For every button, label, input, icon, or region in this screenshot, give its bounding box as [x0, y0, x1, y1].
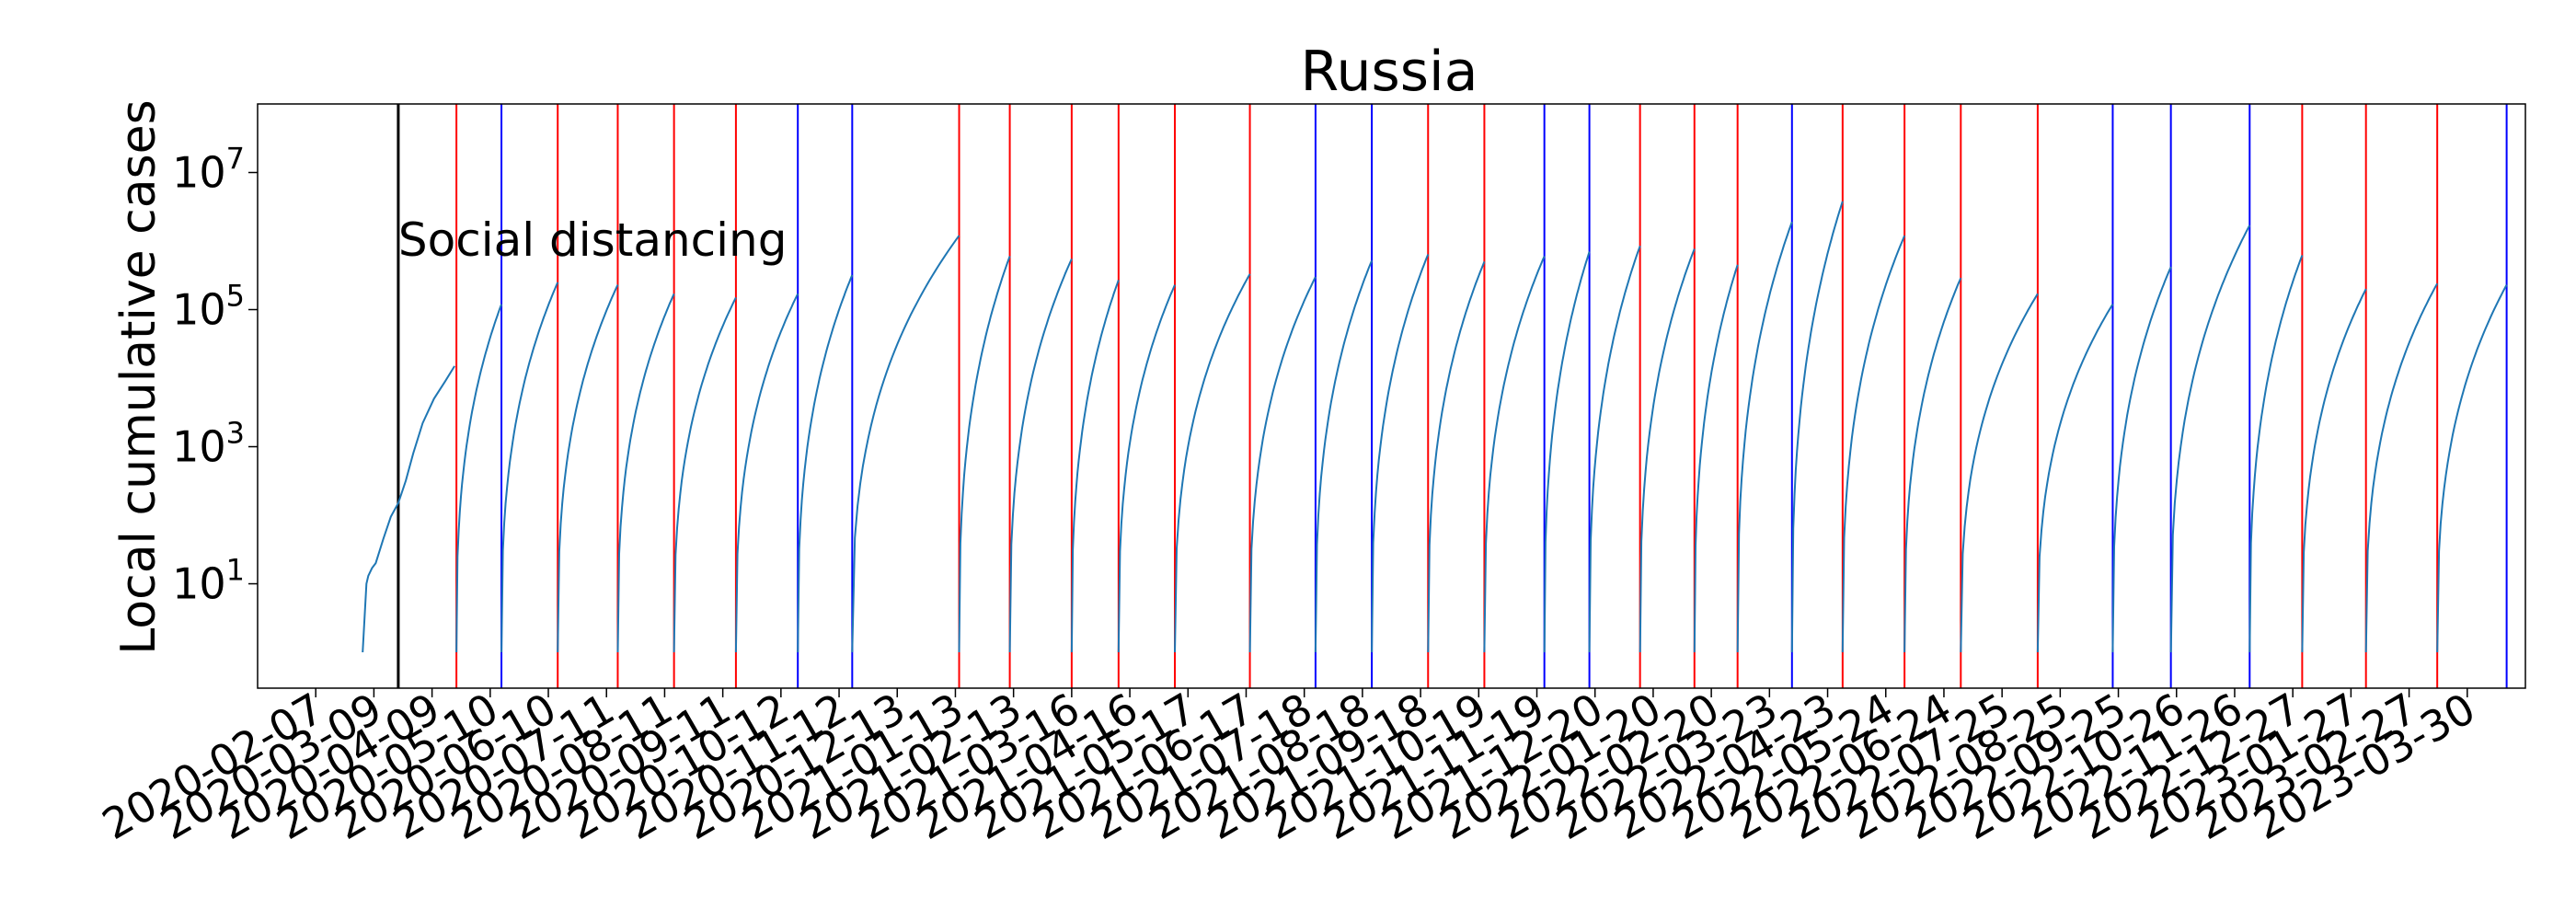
y-tick-label-1: 101 [172, 553, 245, 609]
y-tick-label-2: 103 [172, 416, 245, 472]
plot-area: Social distancing1011031051072020-02-072… [94, 103, 2526, 849]
y-tick-label-3: 105 [172, 279, 245, 335]
chart-title: Russia [1301, 40, 1478, 104]
cumulative-cases-line [362, 201, 2508, 653]
y-tick-label-4: 107 [172, 142, 245, 198]
plot-frame [257, 103, 2526, 689]
social-distancing-annotation: Social distancing [398, 213, 788, 267]
y-axis-label: Local cumulative cases [111, 99, 167, 655]
